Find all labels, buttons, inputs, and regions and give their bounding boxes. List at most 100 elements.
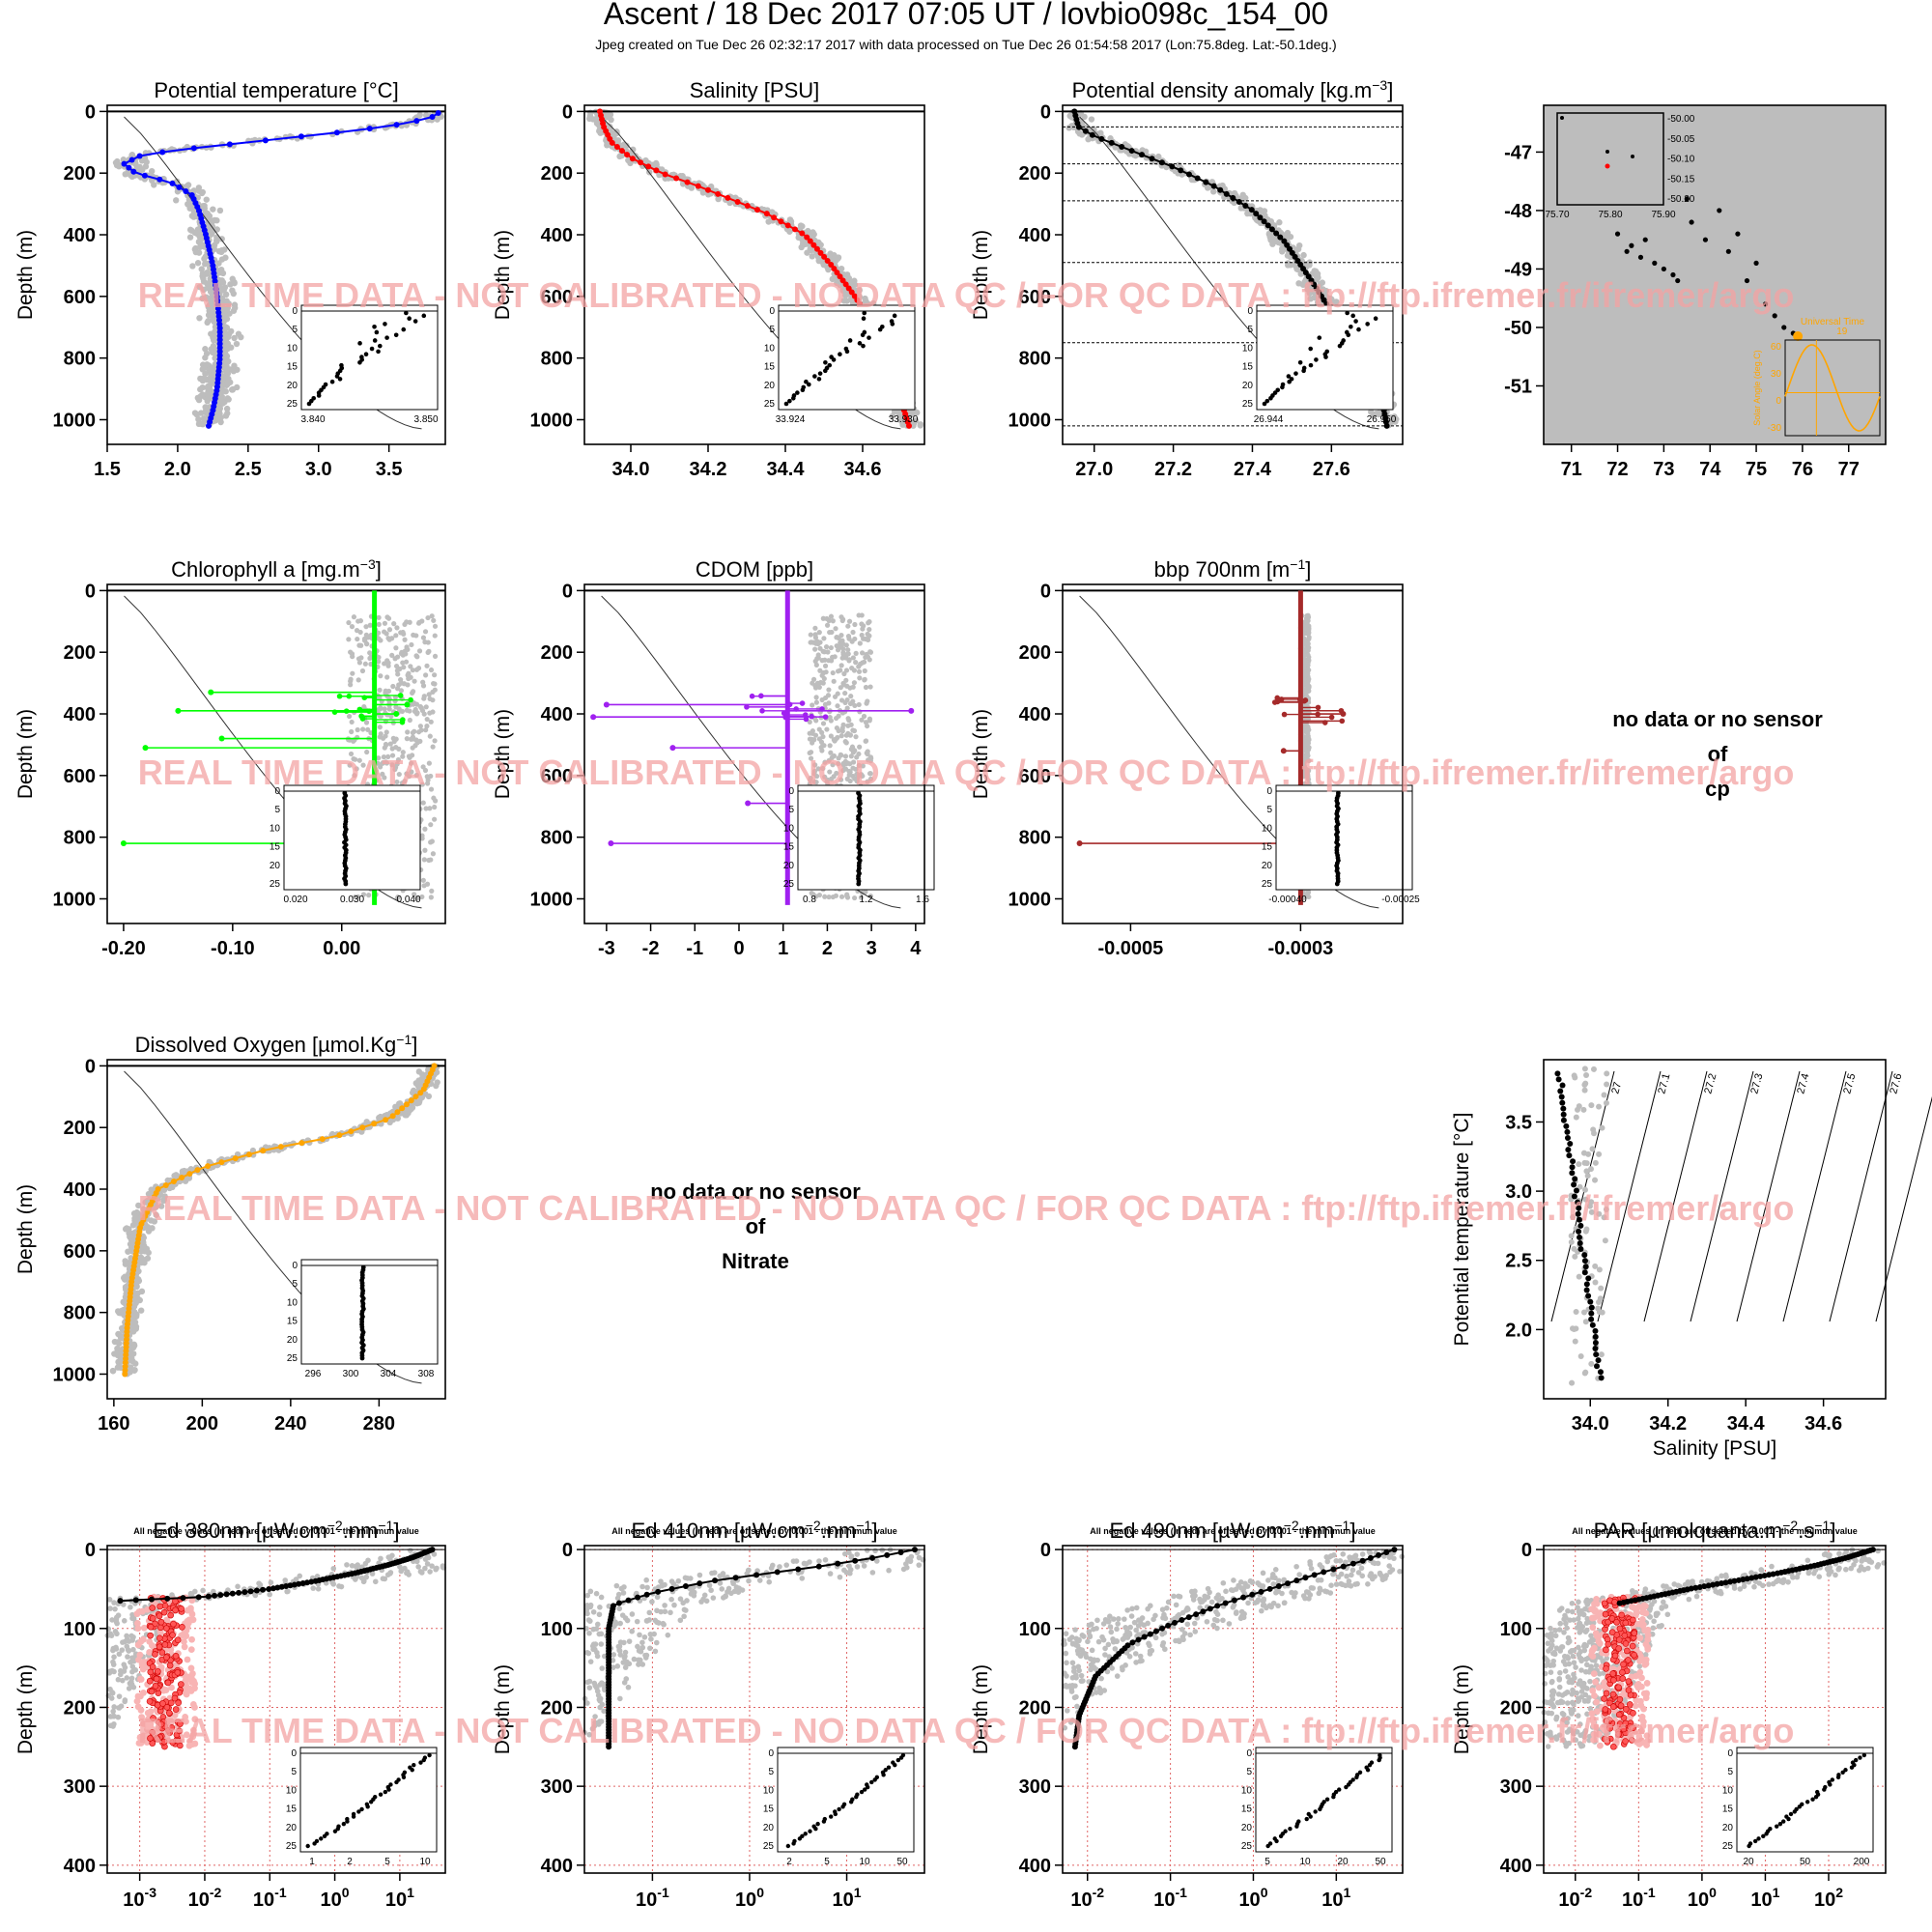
background-profile-point [1306,684,1312,691]
profile-point [1139,152,1146,158]
background-profile-point [378,673,384,679]
inset-x-tick-label: 33.924 [776,414,806,425]
profile-point [159,149,166,156]
background-profile-point [432,623,439,629]
background-profile-point [410,1087,417,1094]
panel-oxy: Dissolved Oxygen [µmol.Kg−1]051015202529… [14,1032,446,1435]
inset-y-tick-label: 5 [788,805,794,815]
x-tick-label: 71 [1561,459,1582,480]
x-tick-label: -3 [598,938,615,959]
background-profile-point [859,612,865,618]
background-profile-point [385,636,391,641]
background-profile-point [844,696,850,703]
background-profile-point [199,366,206,373]
inset-y-tick-label: 25 [287,399,298,410]
background-profile-point [393,663,400,669]
inset-point [412,319,418,324]
background-profile-point [819,696,825,703]
background-profile-point [653,161,660,168]
inset-x-tick-label: -0.00040 [1268,895,1307,905]
y-axis-label: Depth (m) [14,709,37,799]
float-position-point [1614,231,1621,237]
background-profile-point [810,702,815,708]
background-profile-point [863,684,869,691]
background-profile-point [846,657,852,663]
background-profile-point [138,1288,146,1295]
background-profile-point [426,692,432,697]
background-profile-point [195,415,202,423]
inset-point [847,338,853,343]
profile-point [792,226,798,233]
background-profile-point [826,617,832,624]
background-profile-point [423,806,429,811]
background-profile-point [364,641,370,647]
background-profile-point [367,622,373,628]
background-profile-point [596,128,603,134]
inset-point [1341,338,1346,343]
background-profile-point [385,688,392,695]
background-profile-point [1279,248,1286,255]
background-profile-point [430,851,437,857]
panel-title: Chlorophyll a [mg.m−3] [171,556,382,582]
profile-point [1321,720,1328,725]
y-tick-label: 200 [541,163,573,185]
background-profile-point [828,644,834,651]
x-tick-label: 73 [1653,459,1674,480]
background-profile-point [194,260,202,267]
x-tick-label: 1 [778,938,788,959]
profile-point [399,719,406,725]
y-tick-label: 600 [64,766,96,787]
background-profile-point [821,675,827,682]
background-profile-point [862,668,867,674]
profile-point [393,711,400,718]
inset-point [1264,398,1270,404]
profile-point [226,141,233,148]
profile-point [1248,207,1255,213]
background-profile-point [378,705,384,711]
inset-point [378,343,383,349]
background-profile-point [842,690,848,696]
profile-point [603,701,610,708]
profile-point [784,222,791,229]
y-tick-label: 800 [541,349,573,370]
background-profile-point [845,634,852,639]
background-profile-point [413,667,420,672]
inset-x-tick-label: 75.90 [1651,210,1675,220]
profile-point [1339,718,1346,724]
background-profile-point [393,645,399,651]
background-profile-point [195,185,203,191]
background-profile-point [346,637,352,642]
y-tick-label: 400 [1019,704,1051,725]
background-profile-point [424,881,431,887]
y-tick-label: 0 [85,581,96,602]
float-position-point [1753,260,1759,266]
profile-point [799,700,806,706]
inset-point [843,346,849,352]
profile-point [1301,697,1307,704]
background-profile-point [422,826,428,832]
background-profile-point [231,304,239,311]
inset-y-tick-label: 20 [1262,861,1273,871]
inset-y-tick-label: 25 [783,879,795,890]
profile-point [393,122,400,128]
background-profile-point [427,710,433,716]
profile-point [744,704,750,710]
float-position-point [1652,260,1658,266]
x-tick-label: 1.5 [94,459,121,480]
background-profile-point [852,895,858,901]
profile-point [763,211,770,217]
inset-y-tick-label: 10 [783,823,795,834]
background-profile-point [799,223,806,230]
background-profile-point [848,694,854,699]
background-profile-point [391,621,397,627]
background-profile-point [889,412,896,420]
background-profile-point [403,659,410,665]
background-profile-point [832,694,838,699]
profile-point [128,156,135,163]
profile-point [1194,175,1201,182]
background-profile-point [864,723,870,729]
background-profile-point [830,654,836,660]
profile-point [262,137,269,144]
background-profile-point [1285,260,1292,267]
